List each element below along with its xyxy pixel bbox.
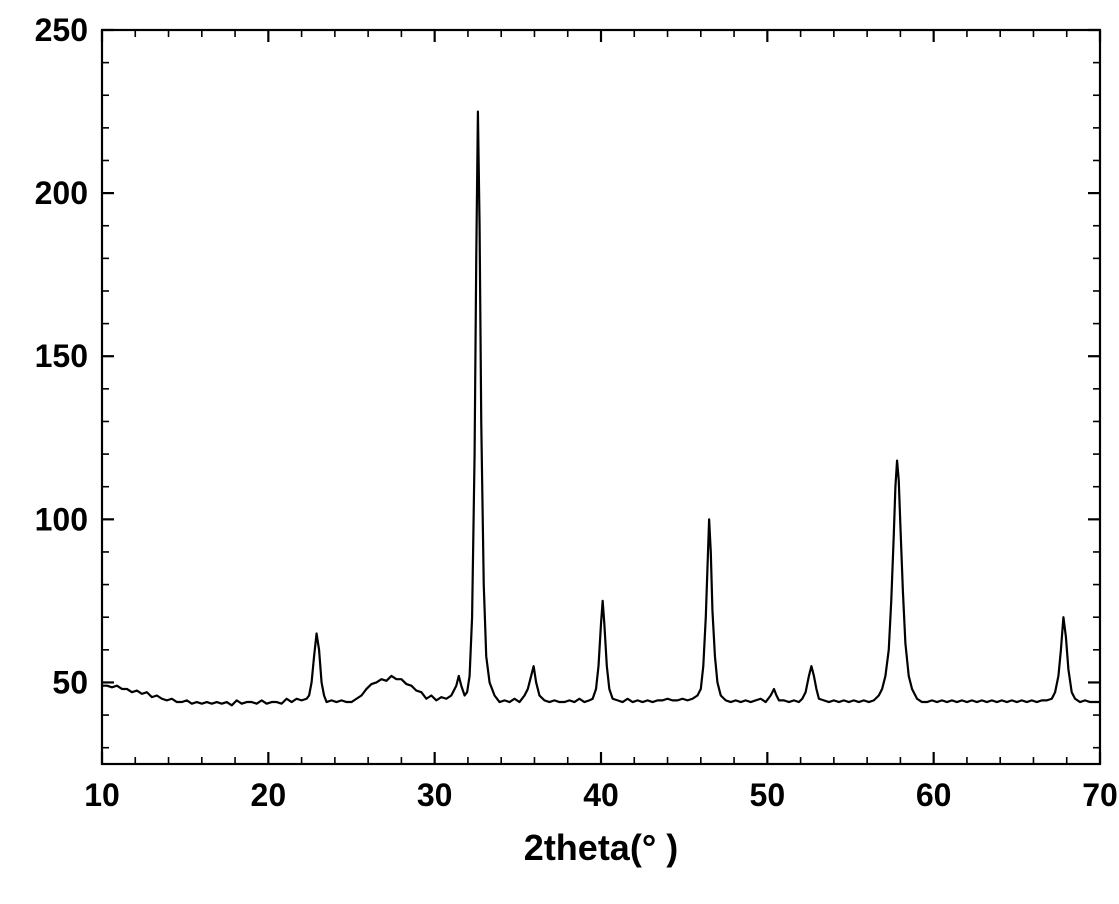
x-tick-label: 40 — [583, 777, 619, 813]
y-tick-label: 100 — [35, 501, 88, 537]
x-tick-label: 30 — [417, 777, 453, 813]
x-tick-label: 10 — [84, 777, 120, 813]
x-tick-label: 20 — [251, 777, 287, 813]
x-tick-label: 60 — [916, 777, 952, 813]
x-tick-label: 70 — [1082, 777, 1118, 813]
x-axis-title: 2theta(° ) — [524, 827, 678, 868]
y-tick-label: 200 — [35, 175, 88, 211]
x-tick-label: 50 — [750, 777, 786, 813]
chart-svg: 10 20 30 40 50 60 70 50 100 150 200 250 2theta(° ) — [0, 0, 1119, 904]
y-tick-label: 250 — [35, 12, 88, 48]
xrd-chart: 10 20 30 40 50 60 70 50 100 150 200 250 2theta(° ) — [0, 0, 1119, 904]
y-tick-label: 50 — [52, 664, 88, 700]
y-tick-label: 150 — [35, 338, 88, 374]
